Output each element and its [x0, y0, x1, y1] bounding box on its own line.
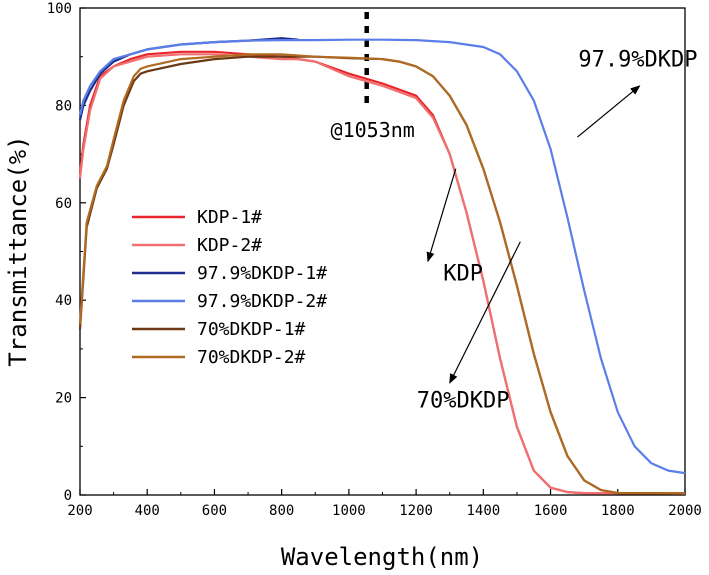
y-tick-label: 40	[55, 293, 72, 309]
y-tick-label: 60	[55, 196, 72, 212]
y-tick-label: 100	[47, 1, 72, 17]
y-axis-title: Transmittance(%)	[4, 135, 32, 366]
series-line-97-9-dkdp-1	[78, 37, 299, 121]
x-tick-label: 2000	[668, 503, 702, 519]
y-tick-label: 80	[55, 98, 72, 114]
x-tick-label: 1200	[399, 503, 433, 519]
legend: KDP-1# KDP-2# 97.9%DKDP-1# 97.9%DKDP-2# 70%D…	[132, 207, 327, 368]
legend-label: 97.9%DKDP-1#	[197, 263, 327, 284]
annotation-arrow	[449, 241, 521, 384]
series-lines	[78, 37, 686, 495]
annotations: 97.9%DKDP KDP 70%DKDP	[417, 47, 698, 413]
x-tick-label: 400	[135, 503, 160, 519]
legend-label: 70%DKDP-1#	[197, 319, 306, 340]
annotation-label: 70%DKDP	[417, 388, 510, 413]
x-tick-label: 1400	[466, 503, 500, 519]
legend-label: 97.9%DKDP-2#	[197, 291, 327, 312]
x-tick-label: 1600	[534, 503, 568, 519]
marker-label: @1053nm	[331, 118, 415, 142]
legend-label: KDP-1#	[197, 207, 262, 228]
marker-group: @1053nm	[331, 12, 415, 142]
x-tick-label: 800	[269, 503, 294, 519]
legend-label: KDP-2#	[197, 235, 262, 256]
series-line-97-9-dkdp-2	[78, 38, 686, 475]
series-line-kdp-2	[78, 53, 685, 495]
plot-frame	[79, 7, 686, 496]
x-axis-title: Wavelength(nm)	[281, 543, 483, 571]
annotation-label: KDP	[443, 262, 483, 287]
x-tick-label: 200	[67, 503, 92, 519]
x-tick-label: 600	[202, 503, 227, 519]
annotation-arrow	[426, 168, 457, 263]
y-tick-label: 0	[64, 488, 72, 504]
x-tick-label: 1800	[601, 503, 635, 519]
legend-label: 70%DKDP-2#	[197, 347, 306, 368]
x-tick-label: 1000	[332, 503, 366, 519]
annotation-arrow	[577, 85, 641, 138]
series-line-70-dkdp-2	[78, 53, 686, 495]
axis-ticks	[79, 7, 686, 496]
y-tick-label: 20	[55, 391, 72, 407]
axis-tick-labels: 200 400 600 800 1000 1200 1400 1600 1800 2000 0 20 4…	[47, 1, 702, 519]
annotation-label: 97.9%DKDP	[578, 47, 697, 72]
